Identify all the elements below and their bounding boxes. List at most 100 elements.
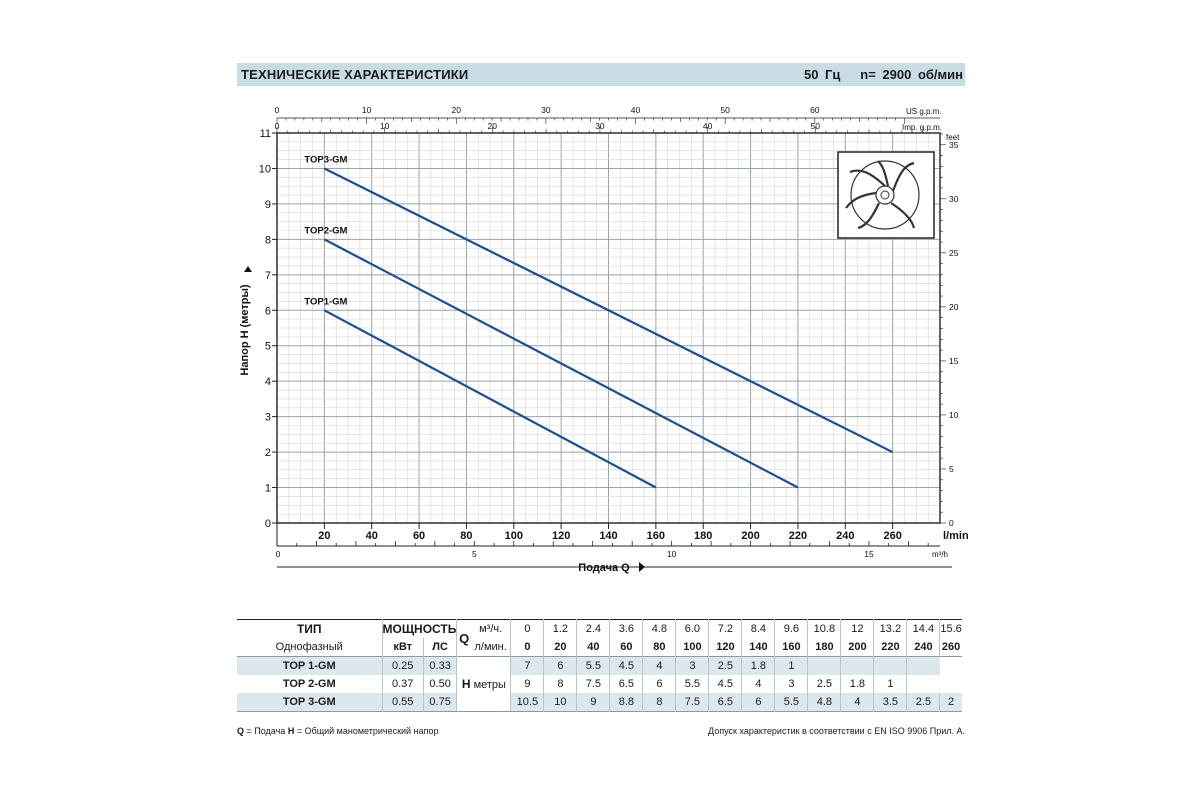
- ylabel-arrow-icon: [244, 266, 252, 272]
- head-value: 1: [774, 656, 809, 675]
- m3h-tick-label: 15: [864, 549, 874, 559]
- m3h-cell: 14.4: [906, 619, 941, 638]
- x-axis-label: Подача Q: [578, 562, 630, 574]
- head-value: [907, 675, 940, 693]
- head-value: 8: [543, 675, 578, 693]
- lmin-cell: 180: [807, 638, 842, 657]
- head-value: 2.5: [807, 675, 842, 693]
- m3h-unit-label: m³/h: [932, 550, 948, 559]
- head-value: 8.8: [609, 693, 644, 712]
- head-value: 1: [873, 675, 908, 693]
- usgpm-tick-label: 30: [541, 105, 551, 115]
- power-kw: 0.55: [382, 693, 424, 712]
- power-kw: 0.25: [382, 656, 424, 675]
- head-value: 6: [741, 693, 776, 712]
- y-tick-label: 1: [265, 483, 271, 495]
- model-name: TOP 1-GM: [237, 656, 383, 675]
- table-row: TOP 2-GM 0.37 0.50 9 8 7.5 6.5 6 5.5 4.5 4 3 2.5 1.8 1: [237, 675, 962, 693]
- m3h-cell: 1.2: [543, 619, 578, 638]
- y-tick-label: 3: [265, 412, 271, 424]
- th-type: ТИП: [237, 619, 383, 638]
- m3h-cell: 12: [840, 619, 875, 638]
- lmin-cell: 140: [741, 638, 776, 657]
- head-value: 10: [543, 693, 578, 712]
- head-value: 4.5: [609, 656, 644, 675]
- y-tick-label: 6: [265, 305, 271, 317]
- feet-unit-label: feet: [946, 133, 960, 142]
- m3h-cell: 2.4: [576, 619, 611, 638]
- head-value: 9: [510, 675, 545, 693]
- lmin-cell: 220: [873, 638, 908, 657]
- th-hp: ЛС: [423, 638, 458, 657]
- head-value: 1.8: [741, 656, 776, 675]
- power-hp: 0.33: [423, 656, 458, 675]
- impgpm-tick-label: 30: [595, 121, 605, 131]
- header-rpm: n= 2900 об/мин: [860, 67, 963, 82]
- feet-tick-label: 25: [949, 248, 959, 258]
- usgpm-unit-label: US g.p.m.: [906, 107, 942, 116]
- head-value: 2.5: [906, 693, 941, 712]
- x-tick-label: 200: [741, 530, 759, 542]
- head-label-cell: H метры: [456, 656, 512, 712]
- series-label: TOP2-GM: [304, 225, 347, 236]
- head-value: 4: [741, 675, 776, 693]
- feet-tick-label: 5: [949, 464, 954, 474]
- th-q: Q: [459, 630, 470, 646]
- footer-legend: Q = Подача H = Общий манометрический нап…: [237, 726, 438, 736]
- x-tick-label: 240: [836, 530, 854, 542]
- lmin-cell: 60: [609, 638, 644, 657]
- x-tick-label: 120: [552, 530, 570, 542]
- y-tick-label: 4: [265, 376, 271, 388]
- head-value: [807, 656, 842, 675]
- chart-labels: TOP1-GM TOP2-GM TOP3-GM: [304, 154, 347, 307]
- x-tick-label: 40: [366, 530, 378, 542]
- head-value: 1.8: [840, 675, 875, 693]
- th-m3h: м³/ч.: [470, 619, 512, 638]
- head-value: 3: [774, 675, 809, 693]
- m3h-tick-label: 0: [276, 549, 281, 559]
- head-value: 8: [642, 693, 677, 712]
- head-letter: H: [461, 677, 471, 691]
- th-phase: Однофазный: [237, 638, 383, 657]
- y-axis-label: Напор H (метры): [239, 284, 251, 375]
- m3h-tick-label: 10: [667, 549, 677, 559]
- chart-series: [323, 167, 894, 489]
- table-row: TOP 1-GM 0.25 0.33 H метры 7 6 5.5 4.5 4 3 2.5 1.8 1: [237, 656, 962, 712]
- lmin-cell: 260: [941, 641, 961, 653]
- lmin-cell: 80: [642, 638, 677, 657]
- feet-tick-label: 30: [949, 194, 959, 204]
- x-tick-label: 140: [599, 530, 617, 542]
- lmin-cell: 120: [708, 638, 743, 657]
- head-value: 4: [840, 693, 875, 712]
- series-label: TOP1-GM: [304, 296, 347, 307]
- lmin-cell: 100: [675, 638, 710, 657]
- feet-tick-label: 10: [949, 410, 959, 420]
- x-tick-label: 60: [413, 530, 425, 542]
- lmin-cell: 20: [543, 638, 578, 657]
- footer-q-letter: Q: [237, 726, 245, 736]
- head-value: 5.5: [576, 656, 611, 675]
- m3h-cell: 8.4: [741, 619, 776, 638]
- y-tick-label: 2: [265, 447, 271, 459]
- m3h-cell: 13.2: [873, 619, 908, 638]
- series-label: TOP3-GM: [304, 154, 347, 165]
- th-power: МОЩНОСТЬ: [382, 619, 458, 638]
- head-value: 4: [642, 656, 677, 675]
- head-value: [873, 656, 908, 675]
- footer-h-text: = Общий манометрический напор: [294, 726, 439, 736]
- th-kw: кВт: [382, 638, 424, 657]
- header-frequency: 50 Гц: [803, 67, 841, 82]
- x-tick-label: 160: [647, 530, 665, 542]
- m3h-cell: 0: [510, 619, 545, 638]
- head-value: 3.5: [873, 693, 908, 712]
- series-line: [323, 167, 894, 454]
- chart-grid: [276, 132, 941, 524]
- head-value: 2.5: [708, 656, 743, 675]
- y-tick-label: 10: [259, 163, 271, 175]
- y-tick-label: 11: [260, 128, 271, 140]
- head-value: 5.5: [774, 693, 809, 712]
- y-tick-label: 0: [265, 518, 271, 530]
- footer-q-text: = Подача: [244, 726, 288, 736]
- header-speed: 50 Гц n= 2900 об/мин: [804, 67, 963, 82]
- series-line: [323, 309, 657, 489]
